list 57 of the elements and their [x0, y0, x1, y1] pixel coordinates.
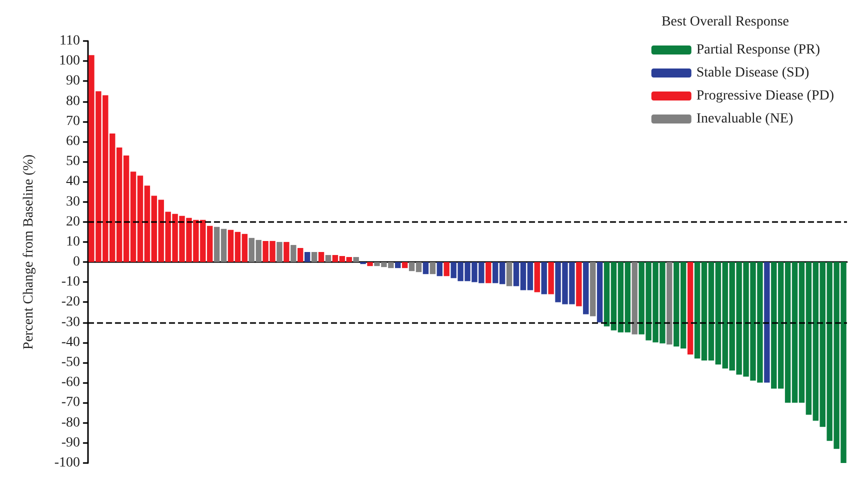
- bar: [395, 262, 401, 268]
- y-tick-label: 110: [60, 34, 80, 48]
- bar: [666, 262, 672, 344]
- bar: [318, 252, 324, 262]
- y-tick-label: -90: [61, 435, 80, 450]
- bar: [290, 244, 296, 262]
- bar: [304, 252, 310, 262]
- bar: [311, 252, 318, 262]
- bar: [486, 262, 492, 284]
- y-tick-label: -70: [61, 395, 80, 410]
- y-tick-label: 90: [66, 74, 80, 89]
- y-tick-label: -30: [61, 314, 80, 330]
- bar: [276, 242, 282, 262]
- bar: [687, 262, 694, 354]
- legend-label: Stable Disease (SD): [696, 66, 810, 80]
- bar: [596, 262, 603, 322]
- y-axis-title: Percent Change from Baseline (%): [22, 154, 36, 350]
- bar: [353, 257, 359, 262]
- y-tick-label: -80: [61, 415, 80, 430]
- y-tick-label: 100: [59, 54, 80, 69]
- y-tick-label: 70: [66, 114, 80, 129]
- bar: [534, 262, 540, 292]
- bar: [583, 262, 589, 314]
- legend-label: Inevaluable (NE): [696, 112, 794, 126]
- y-tick-label: 0: [73, 254, 80, 270]
- y-tick-label: 30: [66, 194, 80, 210]
- y-tick-label: -100: [54, 456, 80, 470]
- y-tick-label: -50: [61, 355, 80, 370]
- legend-label: Partial Response (PR): [696, 42, 820, 58]
- y-tick-label: 80: [66, 94, 80, 109]
- legend-title: Best Overall Response: [661, 14, 789, 30]
- bar: [548, 262, 554, 294]
- bar: [422, 262, 429, 274]
- bar: [764, 262, 770, 383]
- bar: [402, 262, 408, 268]
- bar: [367, 262, 373, 266]
- bar: [284, 242, 290, 262]
- y-tick-label: 40: [66, 174, 80, 190]
- bar: [298, 248, 304, 262]
- y-tick-label: 20: [66, 214, 80, 230]
- bar: [436, 262, 442, 276]
- y-tick-label: -10: [61, 274, 80, 290]
- bar: [576, 262, 582, 306]
- y-tick-label: 10: [66, 234, 80, 250]
- legend-label: Progressive Diease (PD): [696, 88, 834, 104]
- bar: [325, 255, 332, 262]
- y-tick-label: -40: [61, 334, 80, 350]
- bar: [506, 262, 512, 286]
- y-tick-label: -20: [61, 294, 80, 310]
- y-tick-label: 50: [66, 154, 80, 170]
- bar: [541, 262, 547, 294]
- bar: [632, 262, 638, 334]
- bar: [590, 262, 596, 316]
- y-tick-label: 60: [66, 134, 80, 149]
- bar: [430, 262, 436, 274]
- bar: [444, 262, 450, 276]
- y-tick-label: -60: [61, 375, 80, 390]
